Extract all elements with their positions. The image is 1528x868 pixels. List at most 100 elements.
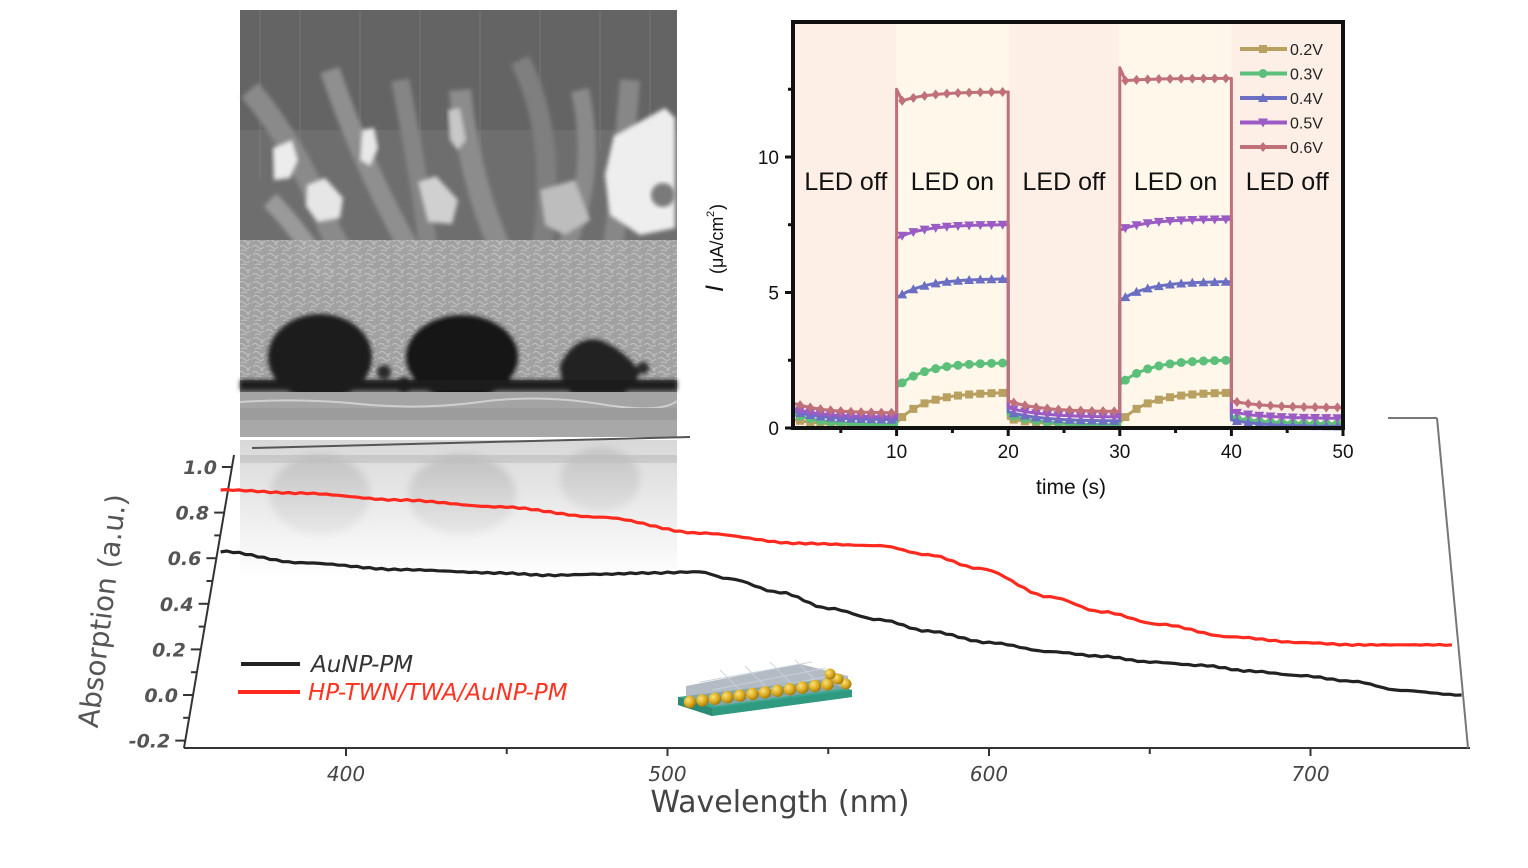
data-marker	[1299, 401, 1308, 412]
data-marker	[1209, 276, 1220, 286]
main-y-tick-label: 0.4	[160, 594, 194, 616]
data-marker	[1231, 415, 1242, 425]
data-marker	[975, 221, 986, 231]
gold-nanoparticle	[832, 673, 844, 685]
data-marker	[1153, 281, 1164, 291]
data-marker	[1120, 292, 1131, 302]
data-marker	[920, 367, 929, 377]
region-label: LED on	[1134, 168, 1217, 196]
data-marker	[1332, 414, 1343, 424]
data-marker	[1031, 409, 1042, 419]
data-marker	[1165, 279, 1176, 289]
main-y-axis-line	[183, 454, 235, 749]
data-marker	[1143, 399, 1152, 408]
data-marker	[987, 389, 996, 398]
data-marker	[1210, 73, 1219, 84]
tem-micrograph-image	[239, 10, 691, 580]
data-marker	[942, 88, 951, 99]
inset-series-0-5V	[794, 215, 1343, 424]
inset-series-0-6V	[794, 66, 1344, 418]
data-marker	[1333, 402, 1342, 413]
data-marker	[897, 231, 908, 241]
inset-legend-label: 0.6V	[1290, 140, 1323, 157]
inset-x-tick-label: 10	[886, 442, 907, 463]
photocurrent-inset-chart: LED off LED on LED off LED on LED off 0 5 10 1…	[701, 20, 1354, 499]
inset-y-axis-unit-sup: 2	[705, 211, 717, 217]
main-x-tick-label: 400	[327, 762, 365, 786]
inset-legend-label: 0.4V	[1290, 91, 1323, 108]
data-marker	[1120, 224, 1131, 234]
data-marker	[1019, 407, 1030, 417]
data-marker	[1187, 357, 1197, 367]
data-marker	[1020, 400, 1029, 411]
data-marker	[1221, 355, 1231, 365]
data-marker	[965, 390, 974, 399]
data-marker	[1258, 93, 1268, 102]
data-marker	[909, 404, 918, 413]
inset-legend: 0.2V 0.3V 0.4V 0.5V 0.6V	[1240, 42, 1323, 157]
data-marker	[1142, 219, 1153, 229]
data-marker	[897, 378, 907, 388]
data-marker	[1154, 74, 1163, 85]
main-y-axis-title: Absorption (a.u.)	[72, 492, 133, 729]
main-x-tick-label: 500	[648, 762, 686, 786]
data-marker	[795, 406, 806, 416]
data-marker	[1165, 216, 1176, 226]
data-marker	[952, 275, 963, 285]
data-marker	[942, 393, 951, 402]
data-marker	[952, 222, 963, 232]
data-marker	[930, 278, 941, 288]
data-marker	[975, 274, 986, 284]
data-marker	[1143, 364, 1153, 374]
region-led-off	[795, 22, 897, 428]
data-marker	[1322, 402, 1331, 413]
data-marker	[1120, 375, 1130, 385]
data-marker	[1209, 215, 1220, 225]
data-marker	[953, 87, 962, 98]
gold-nanoparticle	[721, 691, 734, 704]
region-label: LED off	[1246, 168, 1329, 196]
data-marker	[1210, 356, 1220, 366]
gold-nanoparticle	[708, 692, 722, 705]
data-marker	[930, 223, 941, 233]
data-marker	[806, 402, 815, 413]
data-marker	[1210, 389, 1219, 398]
inset-y-axis-unit: (μA/cm	[707, 217, 727, 274]
region-led-off	[1231, 22, 1343, 428]
data-marker	[1065, 405, 1074, 416]
data-marker	[1132, 74, 1141, 85]
main-y-tick-label: 0.2	[152, 639, 186, 661]
data-marker	[1265, 412, 1276, 422]
data-marker	[826, 405, 835, 416]
inset-x-tick-label: 40	[1221, 442, 1242, 463]
data-marker	[1042, 410, 1053, 420]
data-marker	[919, 225, 930, 235]
data-marker	[1277, 401, 1286, 412]
data-marker	[1109, 412, 1120, 422]
data-marker	[1008, 405, 1019, 415]
data-marker	[941, 222, 952, 232]
region-label: LED off	[1023, 168, 1106, 196]
data-marker	[1142, 283, 1153, 293]
data-marker	[997, 274, 1008, 284]
data-marker	[1220, 276, 1231, 286]
data-marker	[1231, 408, 1242, 418]
data-marker	[965, 87, 974, 98]
data-marker	[953, 360, 963, 370]
data-marker	[1054, 404, 1063, 415]
data-marker	[1259, 142, 1267, 152]
data-marker	[964, 359, 974, 369]
data-marker	[987, 87, 996, 98]
data-marker	[931, 364, 941, 374]
data-marker	[1259, 45, 1267, 53]
series-line-hp-twn-twa-aunp-pm	[220, 488, 1453, 648]
data-marker	[1075, 412, 1086, 422]
main-x-axis-title: Wavelength (nm)	[650, 785, 909, 820]
data-marker	[877, 407, 886, 418]
inset-x-axis-title: time (s)	[1036, 476, 1106, 499]
data-marker	[1311, 402, 1320, 413]
data-marker	[1087, 405, 1096, 416]
data-marker	[1188, 73, 1197, 84]
main-y-tick-label: 1.0	[183, 457, 217, 479]
data-marker	[1053, 411, 1064, 421]
